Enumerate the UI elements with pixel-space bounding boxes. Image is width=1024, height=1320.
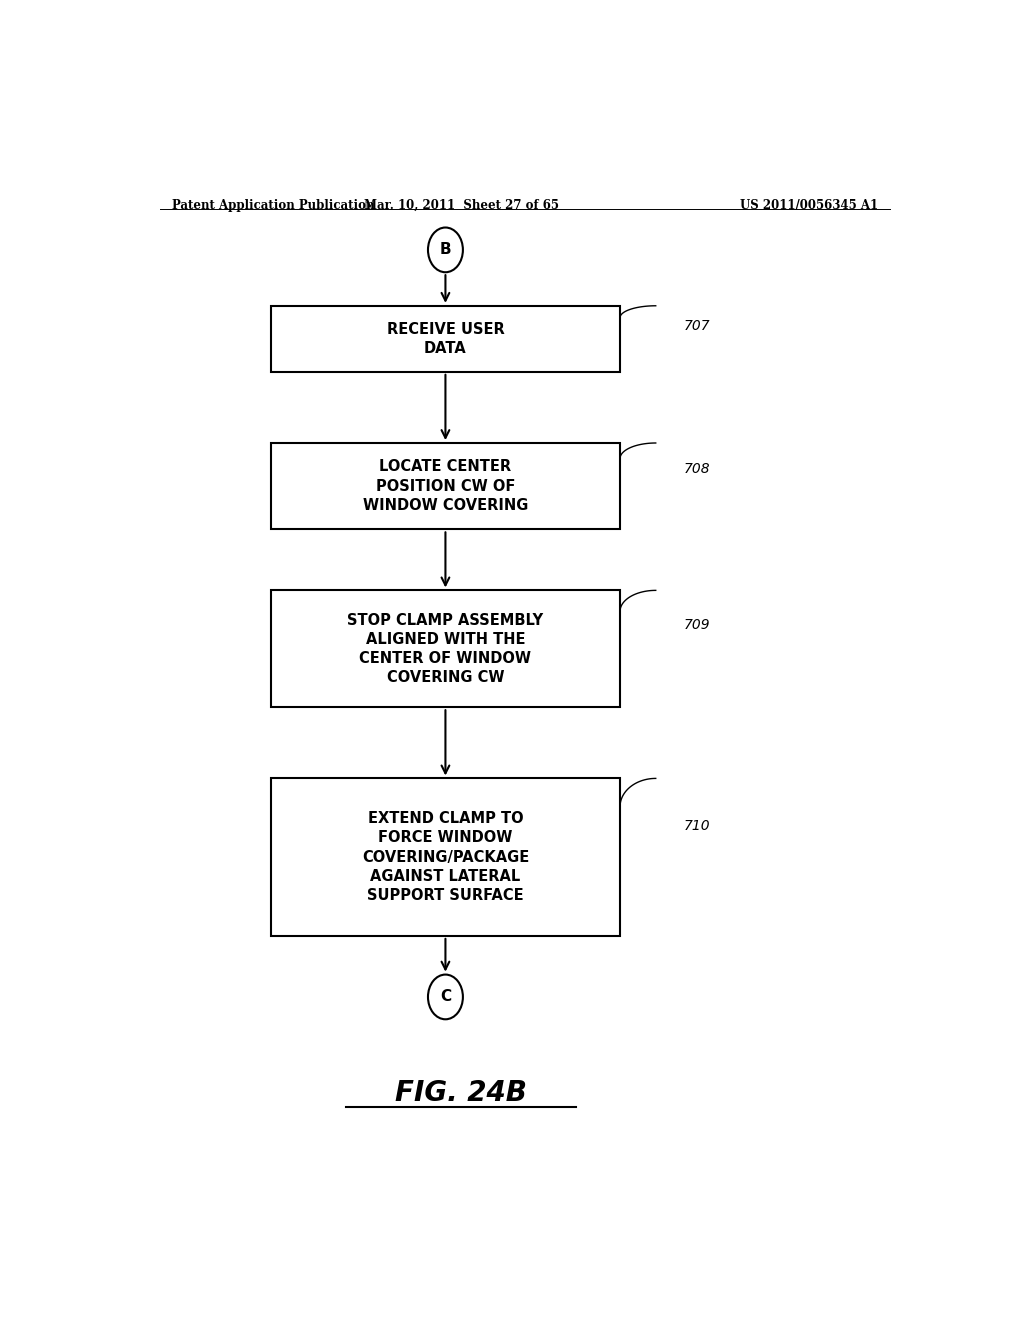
- Text: LOCATE CENTER
POSITION CW OF
WINDOW COVERING: LOCATE CENTER POSITION CW OF WINDOW COVE…: [362, 459, 528, 513]
- Text: 710: 710: [684, 818, 711, 833]
- Text: 707: 707: [684, 318, 711, 333]
- FancyBboxPatch shape: [270, 779, 620, 936]
- Text: B: B: [439, 243, 452, 257]
- Text: STOP CLAMP ASSEMBLY
ALIGNED WITH THE
CENTER OF WINDOW
COVERING CW: STOP CLAMP ASSEMBLY ALIGNED WITH THE CEN…: [347, 612, 544, 685]
- Text: 708: 708: [684, 462, 711, 477]
- Text: Mar. 10, 2011  Sheet 27 of 65: Mar. 10, 2011 Sheet 27 of 65: [364, 199, 559, 213]
- Text: Patent Application Publication: Patent Application Publication: [172, 199, 374, 213]
- Text: RECEIVE USER
DATA: RECEIVE USER DATA: [387, 322, 504, 356]
- Text: FIG. 24B: FIG. 24B: [395, 1080, 527, 1107]
- Text: US 2011/0056345 A1: US 2011/0056345 A1: [739, 199, 878, 213]
- Text: 709: 709: [684, 619, 711, 632]
- FancyBboxPatch shape: [270, 306, 620, 372]
- Text: EXTEND CLAMP TO
FORCE WINDOW
COVERING/PACKAGE
AGAINST LATERAL
SUPPORT SURFACE: EXTEND CLAMP TO FORCE WINDOW COVERING/PA…: [361, 812, 529, 903]
- Text: C: C: [440, 990, 451, 1005]
- FancyBboxPatch shape: [270, 444, 620, 529]
- FancyBboxPatch shape: [270, 590, 620, 708]
